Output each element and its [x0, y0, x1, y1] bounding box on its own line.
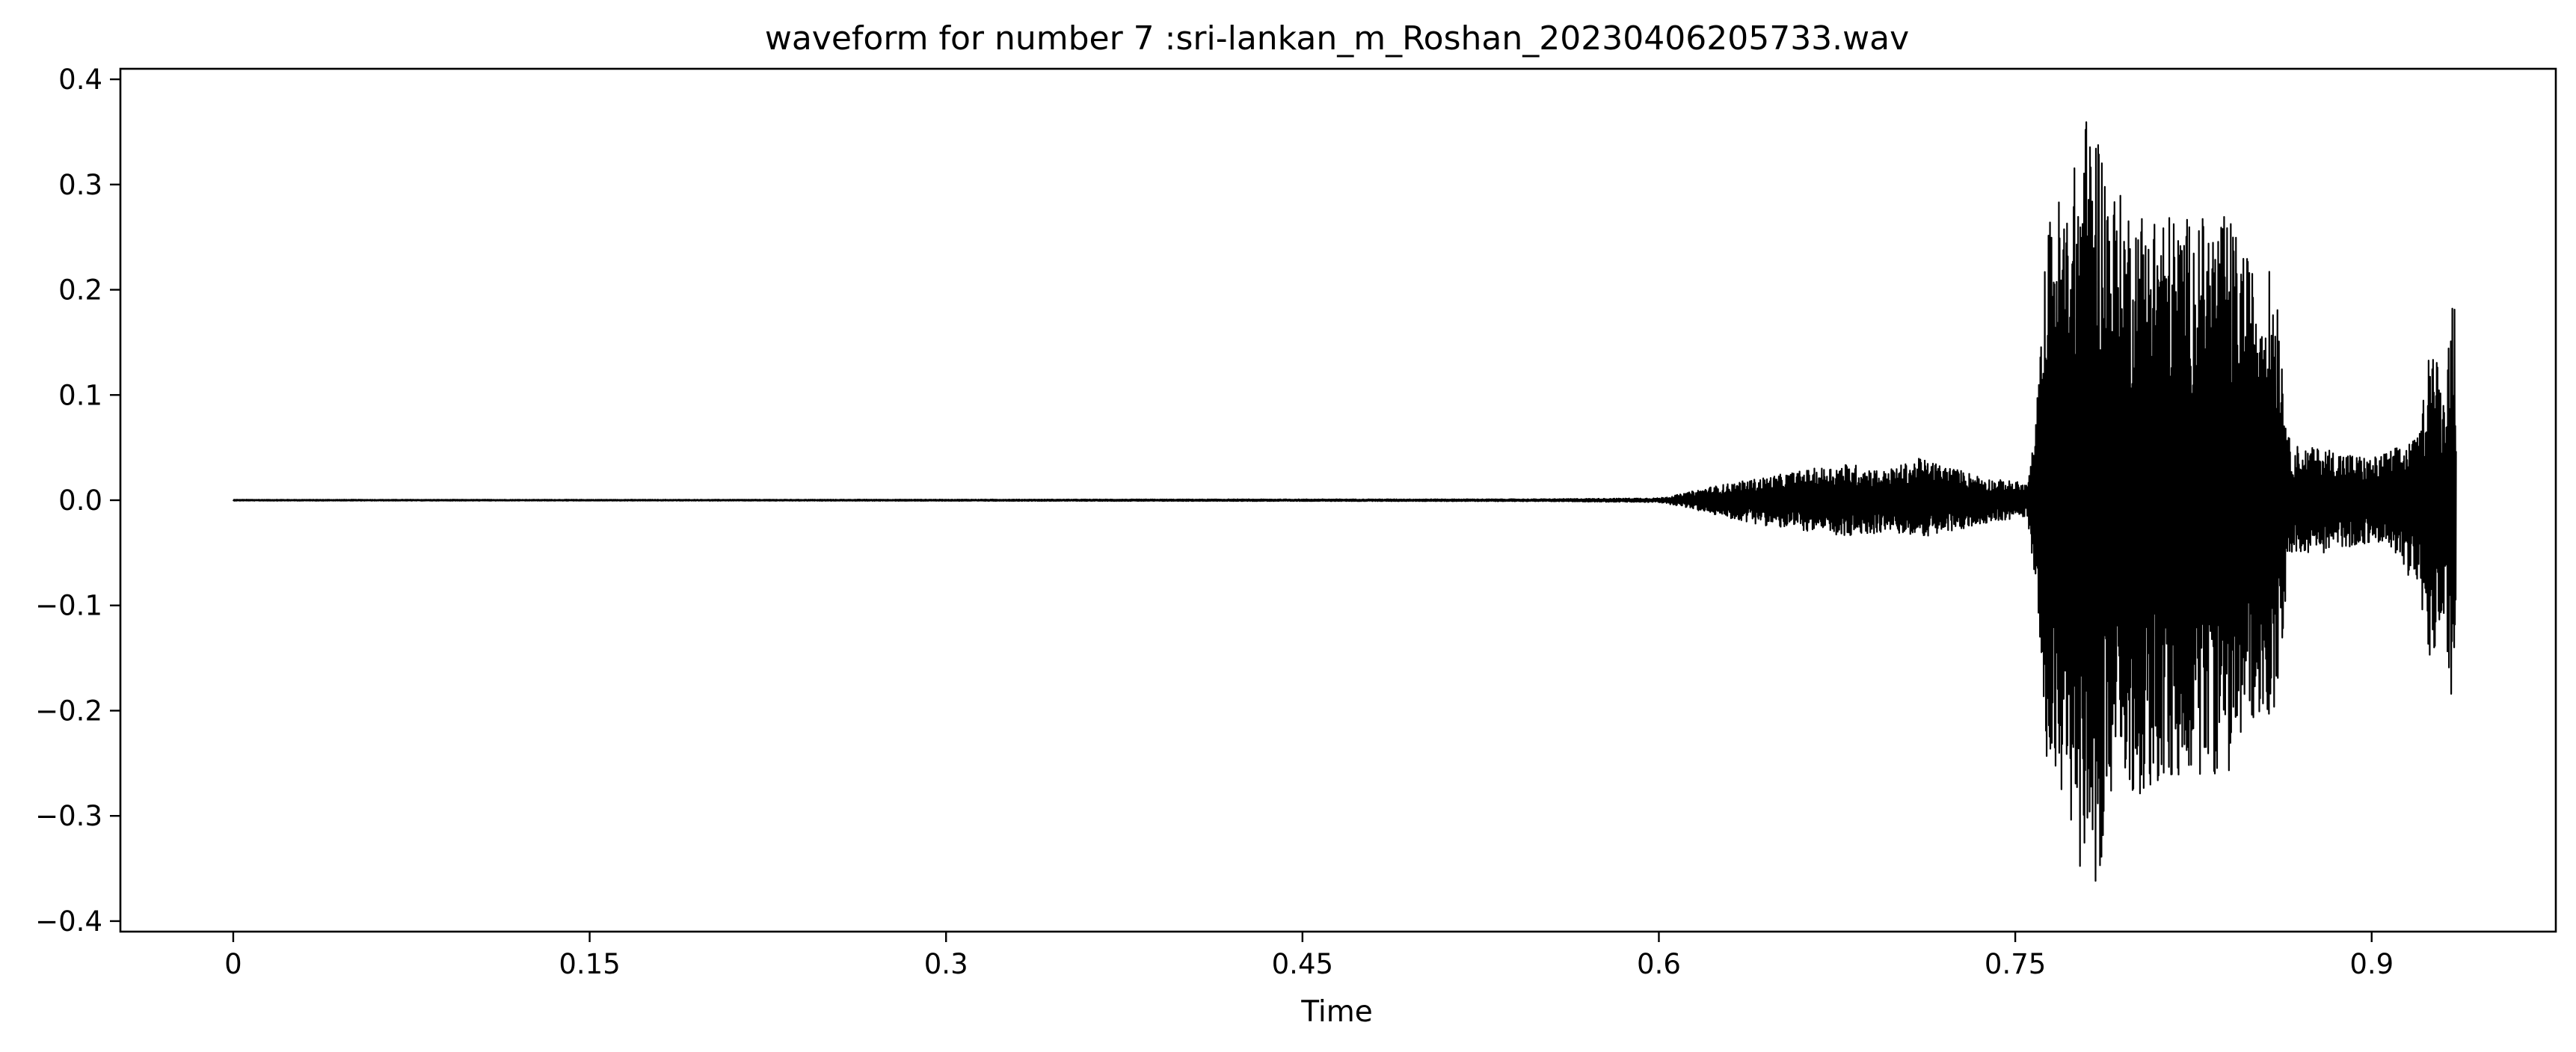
x-tick-label: 0.9: [2349, 948, 2394, 980]
x-tick-label: 0: [224, 948, 242, 980]
x-axis-label: Time: [1300, 995, 1372, 1029]
y-tick-label: 0.1: [58, 379, 102, 411]
waveform-series: [232, 121, 2457, 882]
y-tick-label: 0.0: [58, 485, 102, 517]
y-tick-label: 0.3: [58, 169, 102, 201]
x-tick-label: 0.75: [1985, 948, 2046, 980]
y-tick-label: 0.2: [58, 274, 102, 307]
y-tick-label: 0.4: [58, 64, 102, 96]
x-tick-label: 0.3: [924, 948, 968, 980]
chart-title: waveform for number 7 :sri-lankan_m_Rosh…: [765, 19, 1909, 58]
waveform-line: [232, 121, 2457, 882]
x-tick-label: 0.45: [1272, 948, 1333, 980]
y-tick-label: −0.4: [35, 905, 102, 938]
y-tick-label: −0.1: [35, 590, 102, 622]
x-tick-label: 0.6: [1637, 948, 1681, 980]
y-tick-label: −0.2: [35, 695, 102, 727]
x-axis: 0 0.15 0.3 0.45 0.6 0.75 0.9: [224, 932, 2394, 980]
y-tick-label: −0.3: [35, 800, 102, 832]
x-tick-label: 0.15: [559, 948, 620, 980]
y-axis: 0.4 0.3 0.2 0.1 0.0 −0.1 −0.2 −0.3 −0.4: [35, 64, 120, 938]
